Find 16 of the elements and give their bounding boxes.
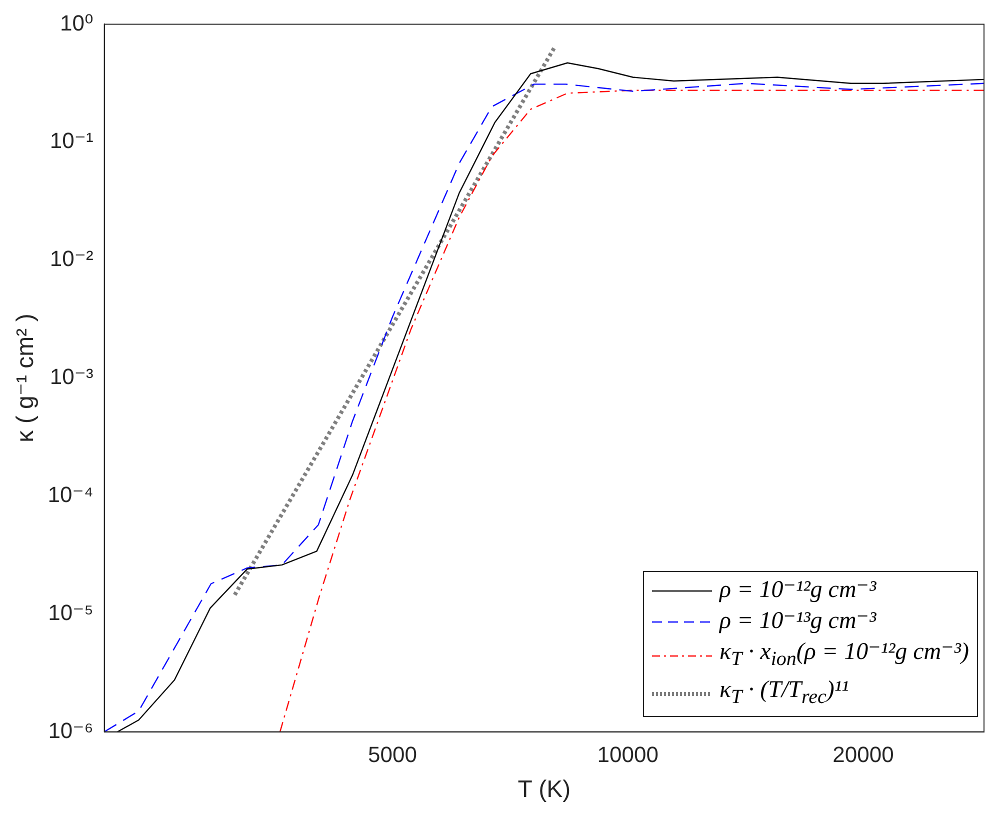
y-tick-label: 10⁻¹ [50, 128, 94, 154]
y-tick-label: 10⁻³ [50, 364, 94, 390]
legend-label: ρ = 10⁻¹²g cm⁻³ [720, 576, 876, 606]
legend-label: κ$_{T}$ · (T/T$_{rec}$)¹¹ [720, 676, 849, 710]
legend-label: ρ = 10⁻¹³g cm⁻³ [720, 607, 876, 636]
x-tick-label: 20000 [832, 742, 894, 768]
x-tick-label: 10000 [597, 742, 658, 768]
y-tick-label: 10⁻² [50, 246, 94, 272]
y-tick-label: 10⁰ [60, 10, 94, 36]
y-tick-label: 10⁻⁵ [48, 600, 94, 625]
legend-label: κ$_{T}$ · x$_{ion}$(ρ = 10⁻¹²g cm⁻³) [720, 638, 969, 672]
x-tick-label: 5000 [368, 742, 417, 768]
y-tick-label: 10⁻⁶ [48, 718, 94, 743]
y-axis-title: κ ( g⁻¹ cm² ) [12, 314, 40, 442]
y-tick-label: 10⁻⁴ [48, 482, 94, 507]
x-axis-title: T (K) [518, 776, 571, 804]
